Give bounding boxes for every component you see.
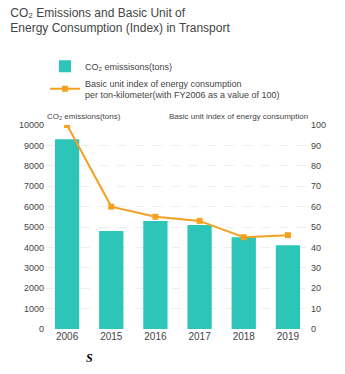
svg-text:2006: 2006 [56, 331, 79, 342]
svg-text:40: 40 [311, 243, 321, 253]
svg-text:70: 70 [311, 181, 321, 191]
svg-text:S: S [86, 351, 93, 365]
svg-text:2015: 2015 [100, 331, 123, 342]
svg-text:2017: 2017 [188, 331, 211, 342]
svg-text:0: 0 [39, 324, 44, 334]
svg-text:9000: 9000 [24, 141, 44, 151]
svg-text:2000: 2000 [24, 283, 44, 293]
svg-text:4000: 4000 [24, 243, 44, 253]
svg-text:0: 0 [311, 324, 316, 334]
svg-text:1000: 1000 [24, 304, 44, 314]
svg-text:CO₂ Emissions and Basic Unit o: CO₂ Emissions and Basic Unit ofEnergy Co… [10, 6, 230, 36]
svg-text:Basic unit index of energy con: Basic unit index of energy consumption [169, 112, 308, 121]
svg-text:5000: 5000 [24, 222, 44, 232]
svg-text:90: 90 [311, 141, 321, 151]
svg-text:2019: 2019 [277, 331, 300, 342]
svg-text:CO₂ emissisons(tons): CO₂ emissisons(tons) [85, 62, 172, 72]
svg-text:60: 60 [311, 202, 321, 212]
svg-text:8000: 8000 [24, 161, 44, 171]
svg-text:80: 80 [311, 161, 321, 171]
svg-text:10000: 10000 [19, 120, 44, 130]
svg-text:100: 100 [311, 120, 326, 130]
svg-text:2016: 2016 [144, 331, 167, 342]
svg-text:10: 10 [311, 304, 321, 314]
svg-text:7000: 7000 [24, 181, 44, 191]
svg-text:2018: 2018 [233, 331, 256, 342]
svg-text:30: 30 [311, 263, 321, 273]
svg-text:Basic unit index of energy con: Basic unit index of energy consumptionpe… [85, 79, 280, 101]
svg-text:3000: 3000 [24, 263, 44, 273]
svg-text:6000: 6000 [24, 202, 44, 212]
svg-text:50: 50 [311, 222, 321, 232]
svg-text:20: 20 [311, 283, 321, 293]
svg-text:CO₂ emissions(tons): CO₂ emissions(tons) [47, 112, 121, 121]
